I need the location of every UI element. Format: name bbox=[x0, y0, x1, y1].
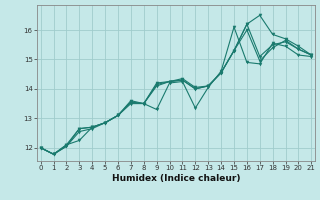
X-axis label: Humidex (Indice chaleur): Humidex (Indice chaleur) bbox=[112, 174, 240, 183]
